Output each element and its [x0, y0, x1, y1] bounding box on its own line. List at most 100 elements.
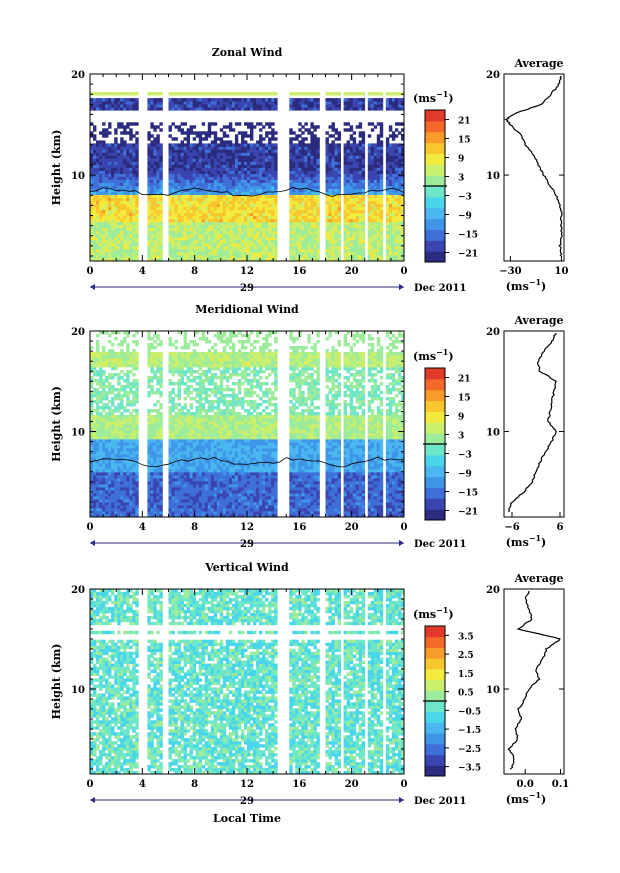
heatmap-cell — [102, 466, 106, 470]
heatmap-cell — [207, 185, 212, 189]
heatmap-cell — [114, 493, 118, 497]
heatmap-cell — [401, 170, 405, 174]
heatmap-cell — [370, 245, 375, 250]
heatmap-cell — [358, 252, 363, 256]
heatmap-cell — [401, 128, 405, 132]
heatmap-cell — [90, 355, 94, 359]
heatmap-cell — [304, 155, 308, 159]
heatmap-cell — [367, 164, 372, 168]
heatmap-cell — [186, 218, 190, 223]
heatmap-cell — [102, 460, 106, 464]
heatmap-cell — [244, 140, 248, 144]
heatmap-cell — [153, 125, 157, 129]
heatmap-cell — [346, 255, 350, 259]
heatmap-cell — [250, 242, 254, 247]
heatmap-cell — [244, 233, 248, 238]
heatmap-cell — [292, 170, 296, 174]
heatmap-cell — [150, 149, 154, 153]
heatmap-cell — [259, 227, 263, 232]
heatmap-cell — [207, 146, 212, 150]
heatmap-cell — [250, 200, 254, 205]
heatmap-cell — [99, 92, 103, 96]
heatmap-cell — [204, 158, 209, 162]
heatmap-cell — [219, 107, 224, 111]
heatmap-cell — [105, 245, 109, 250]
heatmap-cell — [310, 242, 314, 247]
heatmap-cell — [337, 92, 341, 96]
heatmap-cell — [198, 131, 203, 135]
heatmap-cell — [316, 146, 320, 150]
heatmap-cell — [132, 182, 136, 186]
heatmap-cell — [159, 248, 163, 253]
heatmap-cell — [207, 128, 212, 132]
heatmap-cell — [147, 170, 151, 174]
heatmap-cell — [102, 346, 106, 350]
heatmap-cell — [298, 239, 302, 244]
heatmap-cell — [207, 203, 212, 208]
heatmap-cell — [219, 212, 224, 217]
heatmap-cell — [96, 245, 100, 250]
heatmap-cell — [111, 415, 115, 419]
heatmap-cell — [90, 502, 94, 506]
heatmap-cell — [174, 206, 178, 211]
heatmap-cell — [102, 107, 106, 111]
heatmap-cell — [331, 146, 335, 150]
heatmap-cell — [195, 258, 200, 262]
heatmap-cell — [132, 188, 136, 192]
heatmap-cell — [99, 221, 103, 226]
heatmap-cell — [159, 161, 163, 165]
heatmap-cell — [244, 92, 248, 96]
heatmap-cell — [355, 146, 360, 150]
heatmap-cell — [349, 164, 354, 168]
heatmap-cell — [156, 140, 160, 144]
x-tick-label: 8 — [191, 266, 198, 277]
heatmap-cell — [198, 164, 203, 168]
heatmap-cell — [352, 239, 357, 244]
heatmap-cell — [313, 252, 317, 256]
heatmap-cell — [337, 188, 341, 192]
heatmap-cell — [334, 197, 338, 202]
heatmap-cell — [117, 185, 121, 189]
heatmap-cell — [93, 463, 97, 467]
heatmap-cell — [244, 122, 248, 126]
heatmap-cell — [168, 230, 172, 235]
heatmap-cell — [213, 245, 218, 250]
heatmap-cell — [379, 227, 384, 232]
heatmap-cell — [102, 421, 106, 425]
heatmap-cell — [105, 448, 109, 452]
heatmap-cell — [394, 224, 399, 229]
heatmap-cell — [376, 218, 381, 223]
heatmap-cell — [313, 146, 317, 150]
heatmap-cell — [343, 230, 347, 235]
heatmap-cell — [292, 236, 296, 241]
heatmap-cell — [198, 155, 203, 159]
heatmap-cell — [147, 230, 151, 235]
heatmap-cell — [117, 218, 121, 223]
heatmap-cell — [310, 170, 314, 174]
heatmap-cell — [367, 158, 372, 162]
heatmap-cell — [352, 143, 357, 147]
heatmap-cell — [114, 101, 118, 105]
heatmap-cell — [105, 355, 109, 359]
heatmap-cell — [237, 158, 242, 162]
heatmap-cell — [298, 258, 302, 262]
heatmap-cell — [244, 182, 248, 186]
heatmap-cell — [241, 167, 245, 171]
heatmap-cell — [105, 493, 109, 497]
heatmap-cell — [201, 104, 206, 108]
heatmap-cell — [105, 209, 109, 214]
heatmap-cell — [159, 98, 163, 102]
heatmap-cell — [156, 215, 160, 220]
heatmap-cell — [219, 203, 224, 208]
heatmap-cell — [331, 122, 335, 126]
heatmap-cell — [343, 158, 347, 162]
heatmap-cell — [234, 248, 239, 253]
heatmap-cell — [262, 255, 266, 259]
heatmap-cell — [234, 185, 239, 189]
heatmap-cell — [219, 146, 224, 150]
heatmap-cell — [195, 170, 200, 174]
heatmap-cell — [349, 101, 354, 105]
heatmap-cell — [316, 258, 320, 262]
heatmap-cell — [394, 209, 399, 214]
heatmap-cell — [325, 149, 329, 153]
